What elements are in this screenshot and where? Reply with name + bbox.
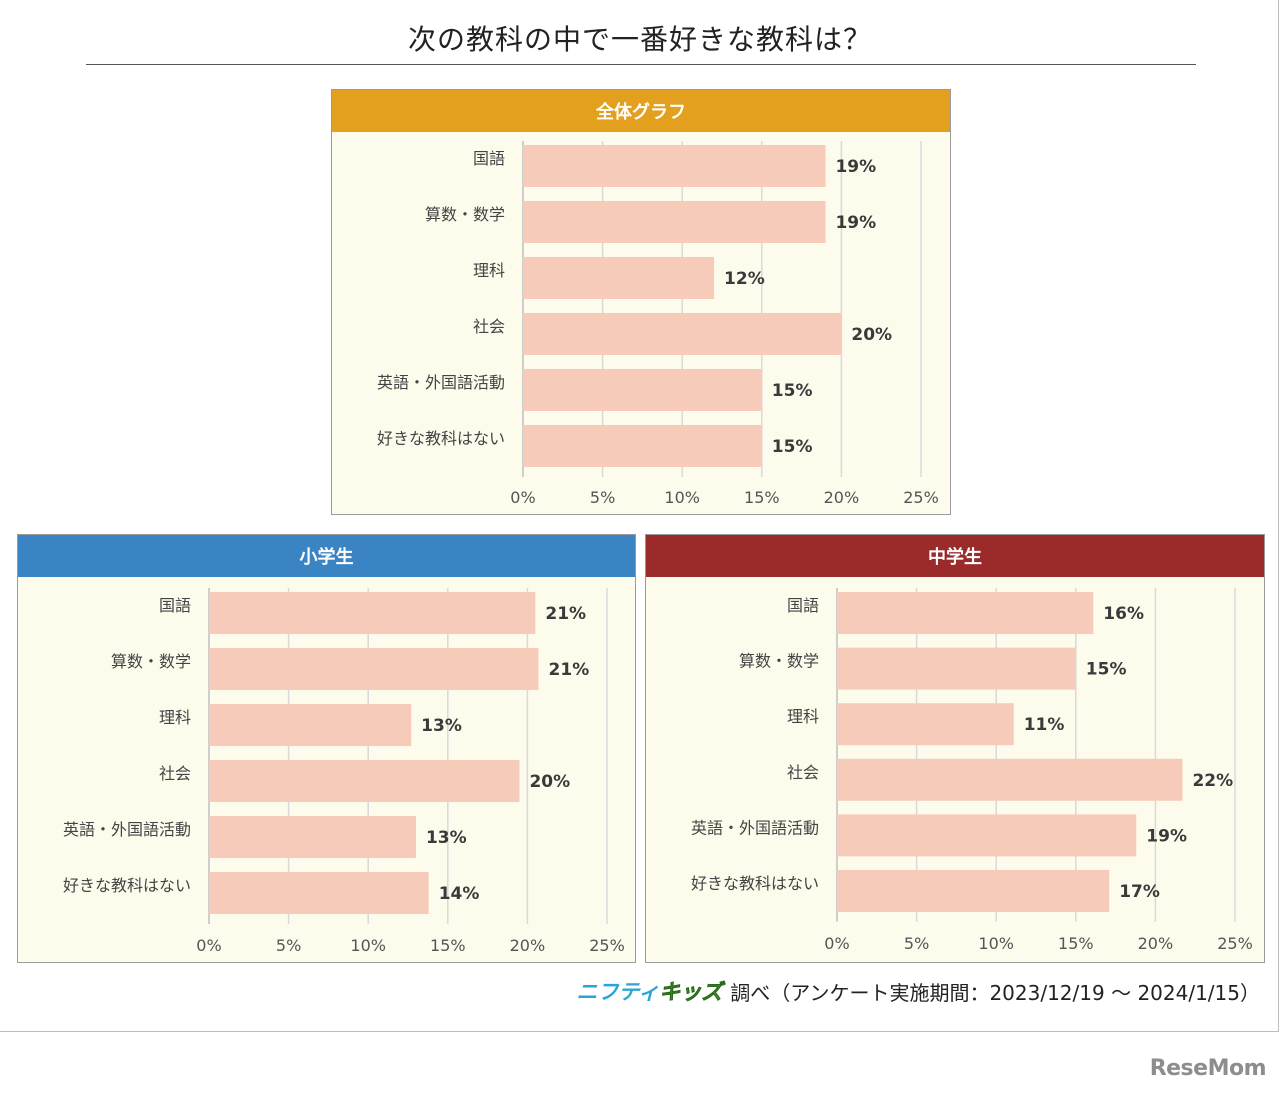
elementary-xtick-label: 0%	[196, 936, 221, 955]
overall-value-label: 19%	[835, 157, 876, 177]
overall-category-label: 好きな教科はない	[377, 429, 505, 448]
page-title: 次の教科の中で一番好きな教科は？	[407, 23, 872, 56]
overall-value-label: 15%	[772, 437, 813, 457]
elementary-category-label: 理科	[159, 708, 191, 727]
source-brand-niftu: ニフティ	[576, 980, 660, 1004]
overall-bar-chart: 0% 5% 10% 15% 20% 25% 国語 19% 算数・数学 19% 理科 12% 社会 20% 英…	[377, 141, 939, 507]
elementary-chart-panel: 小学生 0% 5% 10% 15% 20% 25% 国語 21% 算数・数学 21% 理科 13% 社会…	[17, 534, 636, 963]
junior-high-category-label: 英語・外国語活動	[691, 818, 819, 837]
overall-xtick-label: 0%	[510, 488, 535, 507]
overall-xtick-label: 15%	[744, 488, 780, 507]
elementary-chart-header: 小学生	[18, 535, 635, 577]
elementary-value-label: 13%	[421, 716, 462, 736]
junior-high-bar	[837, 870, 1110, 912]
elementary-value-label: 21%	[549, 660, 590, 680]
elementary-xtick-label: 10%	[350, 936, 386, 955]
junior-high-xtick-label: 25%	[1217, 934, 1253, 953]
overall-bar	[523, 369, 762, 411]
overall-chart-header: 全体グラフ	[332, 90, 950, 132]
overall-value-label: 19%	[835, 213, 876, 233]
elementary-xtick-label: 5%	[276, 936, 301, 955]
junior-high-category-label: 社会	[787, 763, 819, 782]
overall-category-label: 理科	[473, 261, 505, 280]
elementary-bar	[209, 648, 539, 690]
junior-high-bar-chart: 0% 5% 10% 15% 20% 25% 国語 16% 算数・数学 15% 理科 11% 社会 22% 英…	[691, 588, 1253, 953]
junior-high-chart-header: 中学生	[646, 535, 1264, 577]
junior-high-value-label: 16%	[1103, 604, 1144, 624]
junior-high-category-label: 算数・数学	[739, 652, 819, 671]
elementary-xtick-label: 25%	[589, 936, 625, 955]
junior-high-bar	[837, 703, 1014, 746]
source-brand-kids: キッズ	[659, 980, 723, 1005]
source-note: ニフティ キッズ 調べ（アンケート実施期間：2023/12/19 〜 2024/…	[577, 976, 1261, 1006]
resemom-logo: ReseMom	[1149, 1056, 1267, 1081]
overall-xtick-label: 10%	[664, 488, 700, 507]
junior-high-value-label: 22%	[1192, 771, 1233, 791]
junior-high-bar	[837, 647, 1076, 690]
junior-high-xtick-label: 20%	[1138, 934, 1174, 953]
junior-high-category-label: 好きな教科はない	[691, 874, 819, 893]
junior-high-xtick-label: 5%	[904, 934, 929, 953]
junior-high-xtick-label: 10%	[978, 934, 1014, 953]
elementary-category-label: 社会	[159, 764, 191, 783]
overall-bar	[523, 313, 842, 355]
elementary-value-label: 20%	[529, 772, 570, 792]
overall-xtick-label: 20%	[824, 488, 860, 507]
overall-bar	[523, 257, 715, 299]
overall-value-label: 12%	[724, 269, 765, 289]
elementary-value-label: 14%	[439, 884, 480, 904]
overall-xtick-label: 25%	[903, 488, 939, 507]
overall-bar	[523, 201, 826, 243]
overall-value-label: 20%	[851, 325, 892, 345]
overall-category-label: 国語	[473, 149, 505, 168]
junior-high-value-label: 17%	[1119, 882, 1160, 902]
source-text: 調べ（アンケート実施期間：2023/12/19 〜 2024/1/15）	[730, 980, 1260, 1005]
overall-category-label: 社会	[473, 317, 505, 336]
elementary-category-label: 国語	[159, 596, 191, 615]
junior-high-category-label: 国語	[787, 596, 819, 615]
overall-category-label: 算数・数学	[425, 205, 505, 224]
elementary-bar	[209, 760, 520, 802]
overall-bar	[523, 425, 762, 467]
elementary-bar	[209, 816, 416, 858]
junior-high-bar	[837, 758, 1183, 801]
junior-high-bar	[837, 592, 1094, 634]
elementary-bar	[209, 872, 429, 914]
elementary-value-label: 13%	[426, 828, 467, 848]
junior-high-value-label: 15%	[1086, 660, 1127, 680]
elementary-bar	[209, 704, 412, 746]
elementary-bar	[209, 592, 536, 634]
elementary-xtick-label: 20%	[510, 936, 546, 955]
overall-category-label: 英語・外国語活動	[377, 373, 505, 392]
junior-high-value-label: 11%	[1024, 715, 1065, 735]
elementary-value-label: 21%	[545, 604, 586, 624]
junior-high-category-label: 理科	[787, 707, 819, 726]
junior-high-value-label: 19%	[1146, 826, 1187, 846]
junior-high-bar	[837, 814, 1137, 857]
junior-high-xtick-label: 15%	[1058, 934, 1094, 953]
elementary-xtick-label: 15%	[430, 936, 466, 955]
overall-chart-panel: 全体グラフ 0% 5% 10% 15% 20% 25% 国語 19% 算数・数学 19% 理科 12%…	[331, 89, 951, 515]
overall-value-label: 15%	[772, 381, 813, 401]
elementary-category-label: 英語・外国語活動	[63, 820, 191, 839]
elementary-bar-chart: 0% 5% 10% 15% 20% 25% 国語 21% 算数・数学 21% 理科 13% 社会 20% 英…	[63, 588, 625, 955]
overall-xtick-label: 5%	[590, 488, 615, 507]
elementary-category-label: 算数・数学	[111, 652, 191, 671]
overall-bar	[523, 145, 826, 187]
title-divider	[86, 64, 1196, 65]
junior-high-xtick-label: 0%	[824, 934, 849, 953]
junior-high-chart-panel: 中学生 0% 5% 10% 15% 20% 25% 国語 16% 算数・数学 15% 理科 11% 社会…	[645, 534, 1265, 963]
elementary-category-label: 好きな教科はない	[63, 876, 191, 895]
